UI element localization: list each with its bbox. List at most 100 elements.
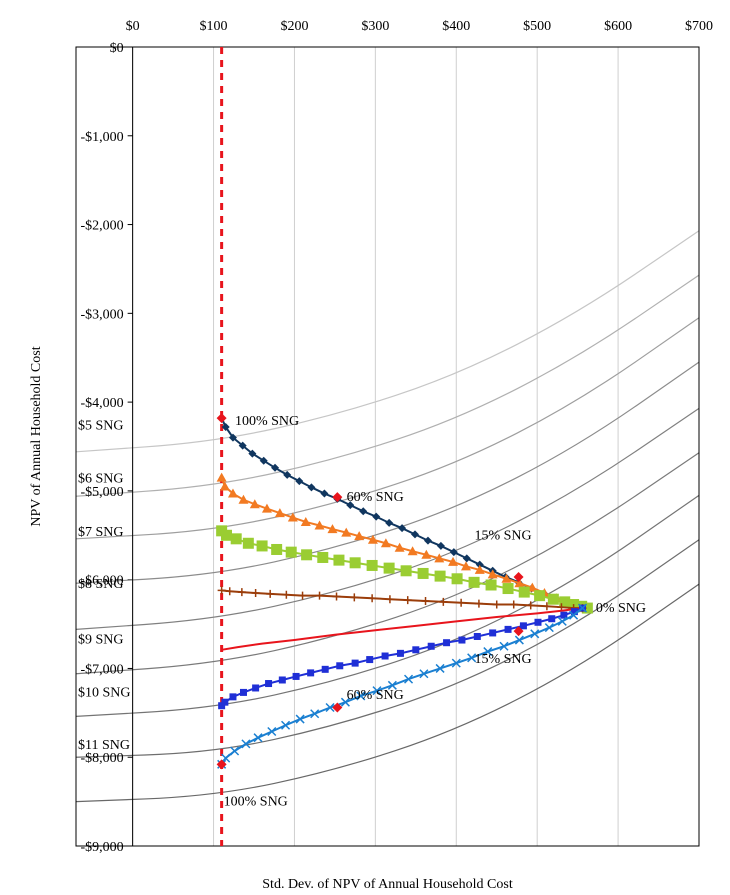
y-axis-title: NPV of Annual Household Cost	[29, 346, 44, 526]
data-point	[483, 647, 493, 657]
data-point	[367, 534, 378, 544]
series-line	[217, 603, 588, 769]
x-tick-label: $600	[604, 19, 632, 34]
annotation-label: 15% SNG	[474, 528, 531, 543]
data-point	[448, 556, 459, 566]
series-path	[221, 607, 583, 651]
data-point	[577, 603, 588, 613]
data-point	[451, 658, 461, 668]
data-point	[354, 531, 365, 541]
data-point	[295, 477, 304, 486]
data-point	[221, 422, 230, 431]
y-tick-label: -$3,000	[80, 307, 123, 322]
data-point	[220, 529, 232, 541]
data-point	[501, 573, 512, 583]
annotation-label: $8 SNG	[78, 577, 124, 592]
data-point	[301, 549, 313, 561]
data-point	[283, 470, 292, 479]
data-point	[394, 542, 405, 552]
data-point	[534, 618, 542, 626]
data-point	[333, 554, 345, 566]
data-point	[314, 520, 325, 530]
data-point	[372, 512, 381, 521]
annotation-label: $5 SNG	[78, 418, 124, 433]
data-point	[581, 602, 593, 614]
data-point	[317, 551, 329, 563]
share-point	[513, 626, 524, 637]
y-tick-label: -$9,000	[80, 840, 123, 855]
annotations: $5 SNG $6 SNG $7 SNG $8 SNG $9 SNG $10 SNG $11…	[78, 414, 646, 810]
series-line	[217, 414, 587, 612]
data-point	[519, 622, 527, 630]
data-point	[570, 608, 578, 616]
x-tick-label: $0	[126, 19, 140, 34]
data-point	[281, 720, 291, 730]
data-point	[530, 629, 540, 639]
data-point	[518, 586, 530, 598]
x-tick-label: $300	[361, 19, 389, 34]
data-point	[216, 472, 227, 482]
data-point	[404, 674, 414, 684]
data-point	[320, 489, 329, 498]
data-point	[417, 567, 429, 579]
share-point	[216, 413, 227, 424]
data-point	[396, 649, 404, 657]
data-point	[298, 591, 307, 600]
share-point	[332, 702, 343, 713]
data-point	[451, 573, 463, 585]
data-point	[421, 596, 430, 605]
iso-curve	[75, 361, 700, 584]
data-point	[412, 646, 420, 654]
data-point	[443, 639, 451, 647]
data-point	[547, 593, 559, 605]
data-point	[403, 596, 412, 605]
annotation-label: $11 SNG	[78, 738, 130, 753]
data-point	[310, 709, 320, 719]
data-point	[287, 512, 298, 522]
data-point	[557, 616, 567, 626]
data-point	[548, 615, 556, 623]
data-point	[457, 598, 466, 607]
x-tick-label: $400	[442, 19, 470, 34]
data-point	[411, 530, 420, 539]
data-point	[372, 686, 382, 696]
data-point	[427, 642, 435, 650]
data-point	[230, 533, 242, 545]
data-point	[230, 746, 240, 756]
data-point	[274, 508, 285, 518]
data-point	[366, 656, 374, 664]
series-line	[221, 607, 583, 651]
share-points	[216, 413, 524, 770]
data-point	[499, 641, 509, 651]
data-point	[218, 702, 226, 710]
x-tick-label: $500	[523, 19, 551, 34]
data-point	[449, 548, 458, 557]
data-point	[509, 600, 518, 609]
data-point	[221, 698, 229, 706]
data-point	[228, 433, 237, 442]
data-point	[359, 507, 368, 516]
y-tick-label: -$2,000	[80, 219, 123, 234]
data-point	[569, 610, 579, 620]
data-point	[387, 680, 397, 690]
annotation-label: 0% SNG	[596, 601, 646, 616]
data-point	[295, 714, 305, 724]
annotation-label: 100% SNG	[235, 414, 299, 429]
data-point	[248, 449, 257, 458]
data-point	[350, 593, 359, 602]
data-point	[227, 488, 238, 498]
iso-curve	[75, 274, 700, 497]
data-point	[473, 632, 481, 640]
data-point	[542, 602, 551, 611]
data-point	[237, 588, 246, 597]
annotation-label: $10 SNG	[78, 686, 131, 701]
data-point	[259, 456, 268, 465]
data-point	[421, 549, 432, 559]
data-point	[349, 557, 361, 569]
iso-curve	[75, 539, 700, 758]
data-point	[265, 680, 273, 688]
data-point	[219, 481, 230, 491]
data-point	[434, 570, 446, 582]
data-point	[462, 554, 471, 563]
